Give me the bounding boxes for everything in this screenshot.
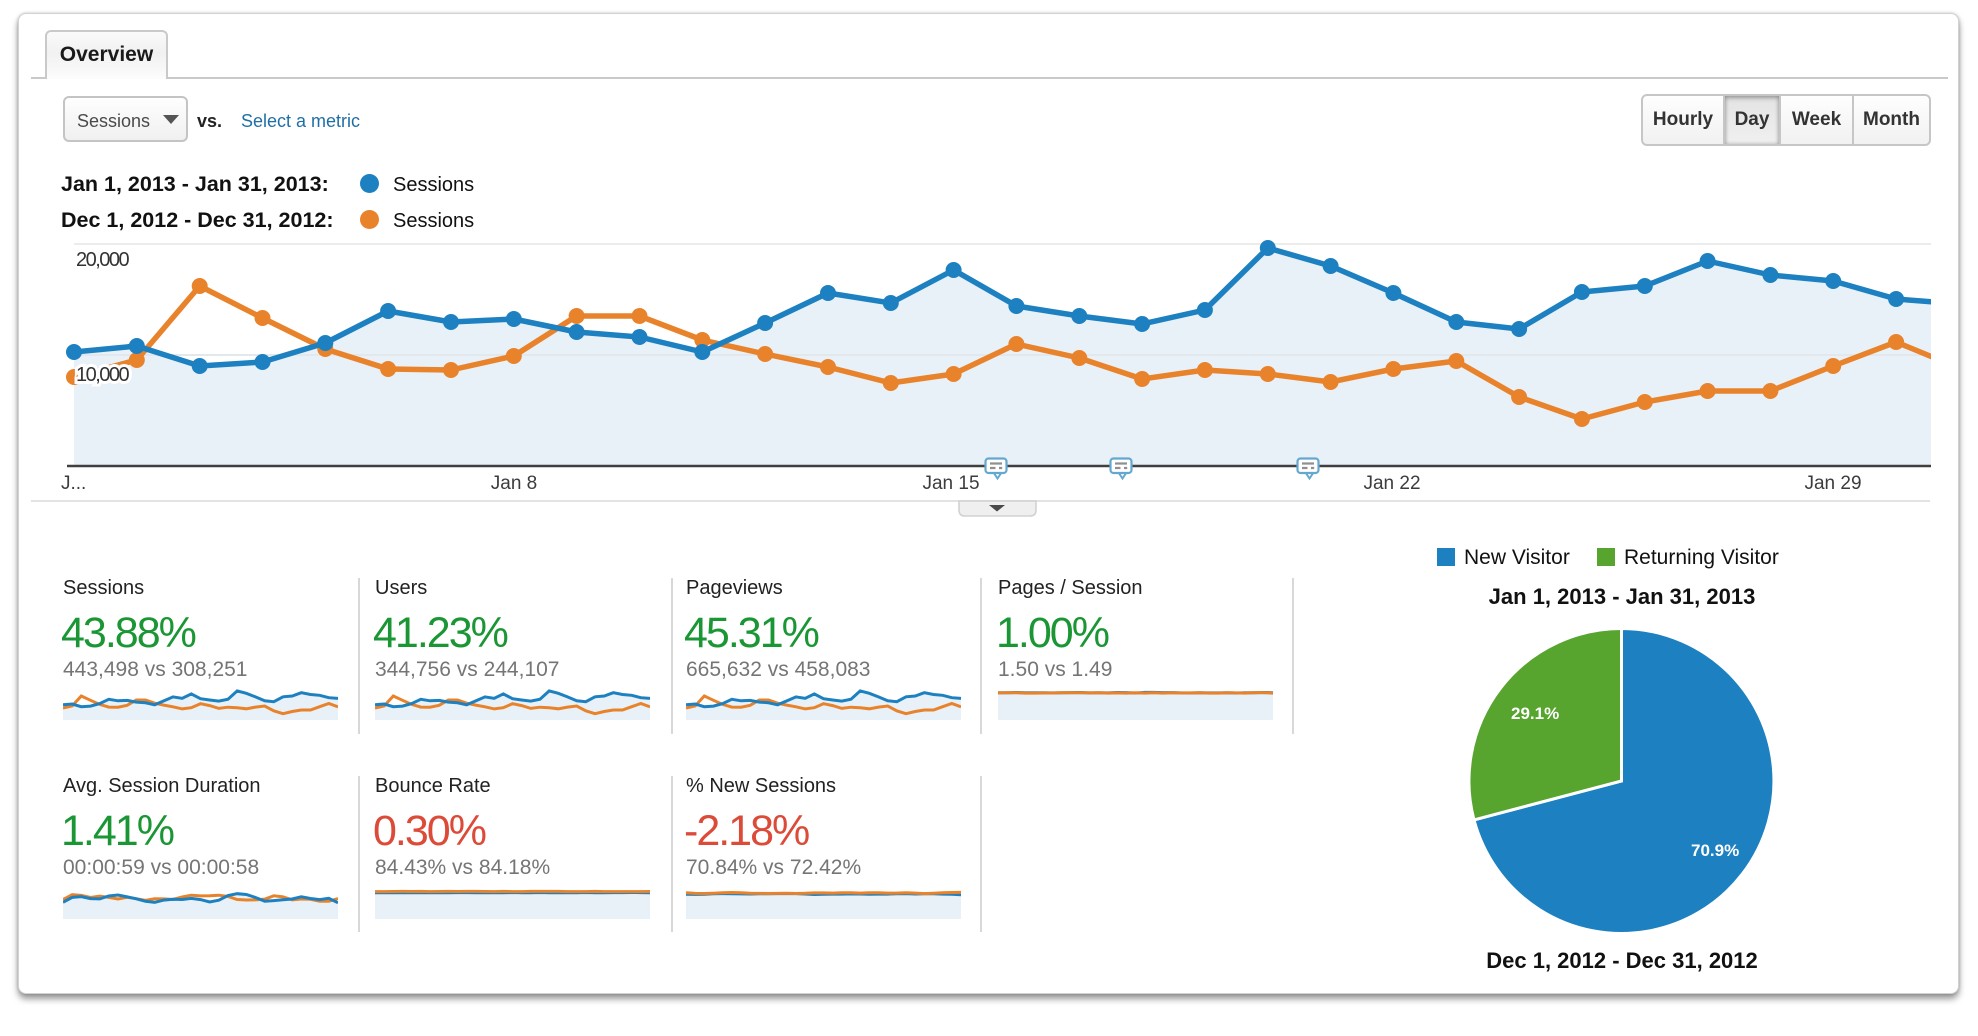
svg-text:20,000: 20,000 bbox=[76, 249, 130, 271]
svg-text:70.9%: 70.9% bbox=[1691, 841, 1739, 860]
svg-text:Jan 8: Jan 8 bbox=[491, 473, 537, 494]
svg-text:J...: J... bbox=[61, 473, 86, 494]
svg-text:10,000: 10,000 bbox=[76, 364, 130, 386]
svg-text:Jan 15: Jan 15 bbox=[922, 473, 979, 494]
svg-text:29.1%: 29.1% bbox=[1511, 704, 1559, 723]
svg-text:Jan 22: Jan 22 bbox=[1363, 473, 1420, 494]
svg-text:Jan 29: Jan 29 bbox=[1804, 473, 1861, 494]
